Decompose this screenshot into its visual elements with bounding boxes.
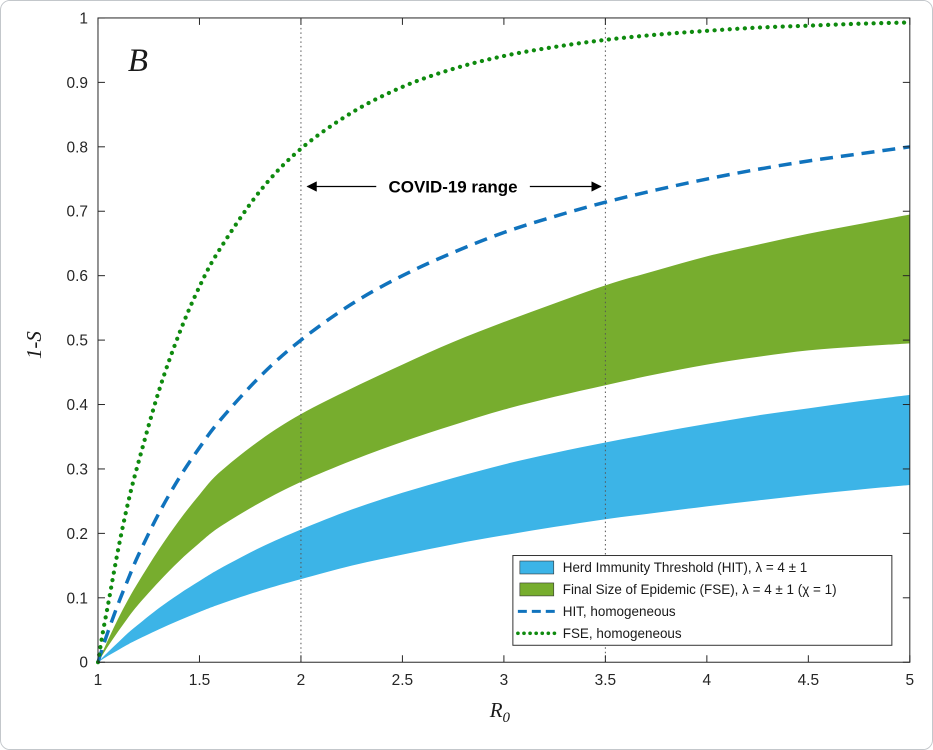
y-tick-label: 0.3 <box>67 461 88 478</box>
x-axis-label-sub: 0 <box>503 710 511 726</box>
y-tick-label: 0.9 <box>67 75 88 92</box>
x-tick-label: 4 <box>703 672 712 689</box>
x-axis-label-main: R <box>489 698 503 722</box>
x-tick-label: 2.5 <box>392 672 413 689</box>
legend-swatch <box>519 582 555 597</box>
y-axis-label: 1-S <box>22 331 46 359</box>
x-axis-label: R0 <box>489 698 511 726</box>
legend-label: FSE, homogeneous <box>563 626 682 641</box>
fse-band <box>97 214 910 663</box>
y-tick-label: 0.5 <box>67 333 88 350</box>
bands-layer <box>97 214 910 663</box>
hit-homogeneous-line <box>96 145 911 663</box>
covid-annotation-text: COVID-19 range <box>389 177 518 196</box>
curves-layer <box>95 20 912 665</box>
y-tick-label: 0.2 <box>67 526 88 543</box>
panel-label: B <box>128 43 148 79</box>
legend-label: HIT, homogeneous <box>563 604 676 619</box>
x-tick-label: 4.5 <box>798 672 819 689</box>
legend-swatch <box>519 560 555 575</box>
hit-band <box>97 394 910 663</box>
x-tick-label: 1.5 <box>189 672 210 689</box>
y-tick-label: 0 <box>79 655 88 672</box>
x-tick-label: 2 <box>297 672 306 689</box>
y-tick-label: 0.8 <box>67 139 88 156</box>
axes-layer: 1 1.5 2 2.5 3 3.5 4 4.5 5 0 0.1 0.2 0.3 0.4 0.5 0.6 0.7 0… <box>67 10 915 689</box>
fse-homogeneous-line <box>95 20 912 665</box>
x-tick-label: 3.5 <box>595 672 616 689</box>
x-tick-label: 1 <box>94 672 103 689</box>
legend-label: Final Size of Epidemic (FSE), λ = 4 ± 1 … <box>563 582 837 597</box>
y-tick-label: 1 <box>79 10 88 27</box>
y-tick-label: 0.4 <box>67 397 89 414</box>
x-tick-label: 3 <box>500 672 509 689</box>
legend-label: Herd Immunity Threshold (HIT), λ = 4 ± 1 <box>563 560 808 575</box>
x-tick-label: 5 <box>906 672 915 689</box>
legend: Herd Immunity Threshold (HIT), λ = 4 ± 1… <box>512 555 893 646</box>
y-tick-label: 0.7 <box>67 204 88 221</box>
y-tick-label: 0.1 <box>67 590 88 607</box>
legend-box <box>512 555 893 646</box>
labels-layer: B COVID-19 range 1-S R0 <box>22 43 602 726</box>
y-tick-label: 0.6 <box>67 268 88 285</box>
